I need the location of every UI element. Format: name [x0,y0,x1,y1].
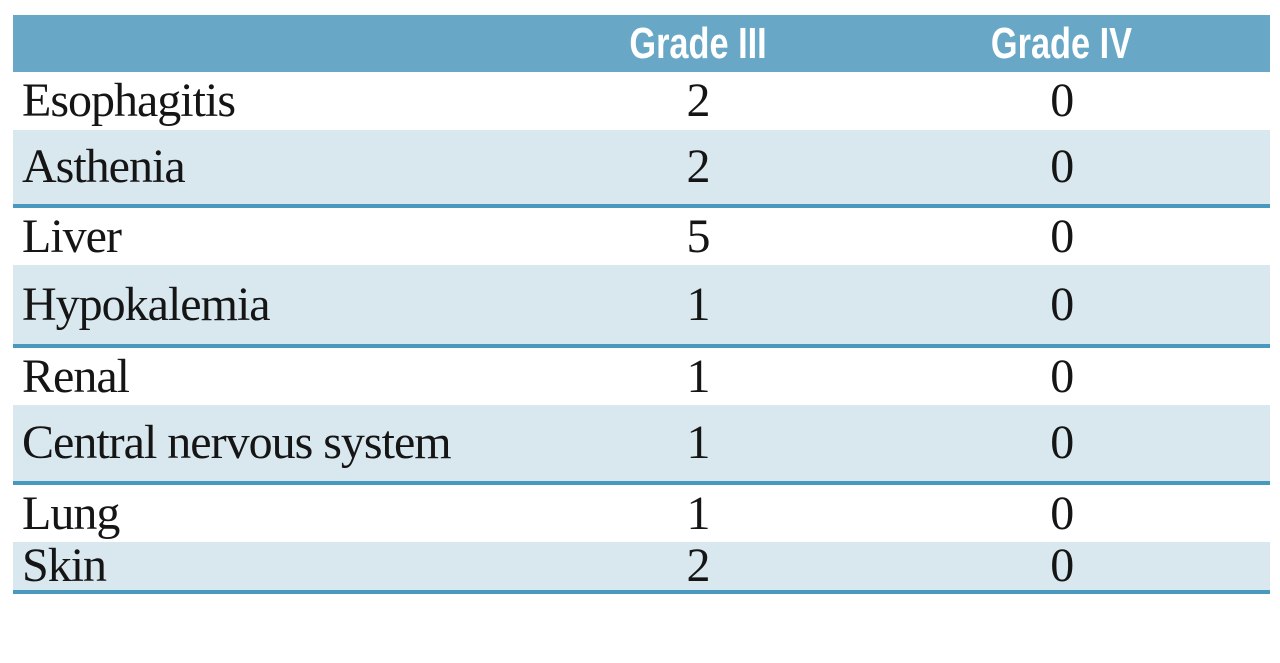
row-label: Asthenia [22,140,186,193]
grade-iv-value: 0 [1050,416,1074,469]
grade-iv-value: 0 [1050,486,1074,540]
header-cell-grade-iv: Grade IV [905,18,1270,68]
row-label: Liver [22,209,122,263]
grade-iii-value: 1 [686,277,711,331]
table-row: Skin 2 0 [13,542,1270,594]
grade-iii-value: 2 [686,539,711,592]
row-label: Skin [22,539,107,592]
grade-iii-value: 1 [686,416,711,469]
table-header-row: Grade III Grade IV [13,15,1270,72]
grade-iii-value: 1 [686,349,711,403]
grade-iv-value: 0 [1050,349,1074,403]
grade-iii-value: 1 [686,486,711,540]
grade-iii-value: 2 [686,74,711,127]
table-row: Hypokalemia 1 0 [13,265,1270,348]
header-label-grade-iv: Grade IV [991,18,1133,68]
table-row: Liver 5 0 [13,208,1270,265]
header-cell-grade-iii: Grade III [491,18,906,68]
grade-iv-value: 0 [1050,209,1074,263]
table-row: Lung 1 0 [13,485,1270,542]
row-label: Lung [22,486,120,540]
grade-iii-value: 2 [686,140,711,193]
row-label: Esophagitis [22,74,236,127]
grade-iv-value: 0 [1050,277,1074,331]
table-row: Asthenia 2 0 [13,130,1270,208]
row-label: Renal [22,349,130,403]
grade-iii-value: 5 [686,209,711,263]
row-label: Hypokalemia [22,277,271,331]
table-row: Central nervous system 1 0 [13,405,1270,485]
grade-iv-value: 0 [1050,74,1074,127]
adverse-events-table: Grade III Grade IV Esophagitis 2 0 Asthe… [13,15,1270,594]
header-label-grade-iii: Grade III [629,18,767,68]
table-row: Esophagitis 2 0 [13,72,1270,130]
row-label: Central nervous system [22,416,452,469]
grade-iv-value: 0 [1050,539,1074,592]
grade-iv-value: 0 [1050,140,1074,193]
table-row: Renal 1 0 [13,348,1270,405]
